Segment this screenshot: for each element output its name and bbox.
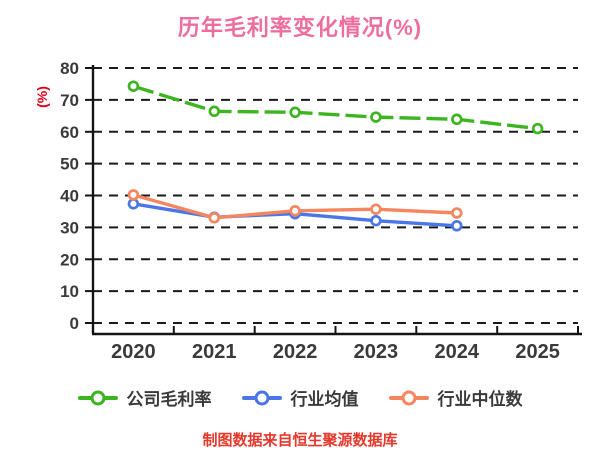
legend-label: 行业中位数 <box>437 390 523 409</box>
gridlines <box>93 67 578 324</box>
data-point-marker <box>451 113 463 126</box>
svg-text:2022: 2022 <box>273 341 318 363</box>
series-company-gross-margin <box>127 80 544 135</box>
svg-text:2025: 2025 <box>515 341 560 363</box>
legend-label: 公司毛利率 <box>126 390 212 409</box>
legend-label: 行业均值 <box>290 390 359 409</box>
data-point-marker <box>127 198 140 210</box>
svg-text:60: 60 <box>60 123 79 142</box>
data-point-marker <box>208 105 221 118</box>
svg-text:40: 40 <box>60 187 79 206</box>
legend-line-marker-icon <box>241 390 282 405</box>
svg-text:0: 0 <box>70 314 79 333</box>
svg-text:10: 10 <box>60 282 79 301</box>
data-point-marker <box>289 106 301 119</box>
svg-text:2023: 2023 <box>354 341 399 363</box>
data-point-marker <box>208 212 221 224</box>
svg-text:30: 30 <box>60 218 79 237</box>
circle-marker-icon <box>90 390 105 405</box>
data-point-marker <box>289 205 301 217</box>
data-point-marker <box>531 122 544 135</box>
data-point-marker <box>370 111 382 123</box>
series-industry-median <box>127 189 463 224</box>
svg-text:2024: 2024 <box>435 341 480 363</box>
data-source-note: 制图数据来自恒生聚源数据库 <box>202 432 398 449</box>
chart-legend: 公司毛利率 行业均值 行业中位数 <box>0 385 600 410</box>
legend-line-marker-icon <box>388 390 429 405</box>
data-point-marker <box>370 203 382 215</box>
page-title: 历年毛利率变化情况(%) <box>177 15 423 40</box>
x-axis-tick-labels: 2020 2021 2022 2023 2024 2025 <box>111 341 560 363</box>
legend-item-industry-median: 行业中位数 <box>388 385 523 410</box>
svg-text:70: 70 <box>60 91 79 110</box>
legend-item-company-gross-margin: 公司毛利率 <box>77 385 212 410</box>
data-point-marker <box>451 207 463 219</box>
circle-marker-icon <box>401 390 416 405</box>
y-axis-unit-label: (%) <box>34 86 50 108</box>
axis-spines <box>91 65 582 336</box>
series-line-company-gross-margin <box>132 84 538 131</box>
data-point-marker <box>451 220 463 232</box>
data-point-marker <box>370 214 382 227</box>
data-point-marker <box>127 80 140 92</box>
y-axis-tick-labels: 0 10 20 30 40 50 60 70 80 <box>60 59 79 333</box>
legend-line-marker-icon <box>77 390 118 405</box>
legend-item-industry-average: 行业均值 <box>241 385 359 410</box>
svg-text:50: 50 <box>60 155 79 174</box>
svg-text:2020: 2020 <box>111 341 156 363</box>
svg-text:2021: 2021 <box>192 341 237 363</box>
axis-ticks <box>85 67 579 334</box>
circle-marker-icon <box>254 390 269 405</box>
svg-text:80: 80 <box>60 59 79 78</box>
svg-text:20: 20 <box>60 250 79 269</box>
data-point-marker <box>127 189 140 201</box>
